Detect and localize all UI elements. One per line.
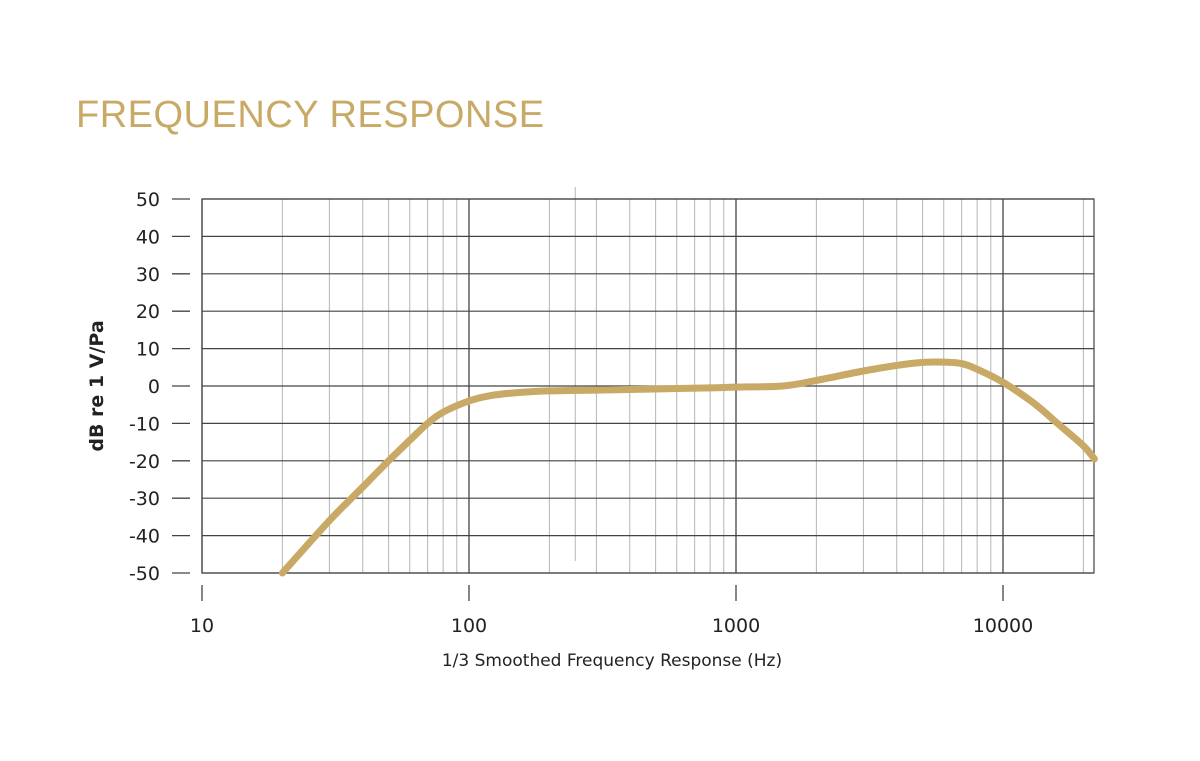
y-tick-label: -40 — [129, 526, 160, 548]
y-tick-label: 50 — [136, 189, 160, 211]
y-axis-label: dB re 1 V/Pa — [86, 320, 108, 451]
y-tick-label: 10 — [136, 339, 160, 361]
y-tick-label: 20 — [136, 301, 160, 323]
grid — [201, 187, 1094, 574]
page-title: FREQUENCY RESPONSE — [76, 94, 545, 136]
y-tick-label: -20 — [129, 451, 160, 473]
x-axis-label: 1/3 Smoothed Frequency Response (Hz) — [442, 651, 782, 671]
frequency-response-line — [278, 358, 1098, 577]
y-tick-label: -50 — [129, 563, 160, 585]
y-tick-label: 40 — [136, 226, 160, 248]
y-tick-label: 0 — [148, 376, 160, 398]
axes — [172, 198, 1095, 601]
plot-frame — [201, 198, 1095, 574]
x-tick-label: 10 — [190, 615, 214, 637]
x-tick-label: 1000 — [712, 615, 760, 637]
series — [278, 358, 1098, 577]
x-tick-label: 10000 — [973, 615, 1033, 637]
y-tick-label: -30 — [129, 488, 160, 510]
y-tick-label: 30 — [136, 264, 160, 286]
x-tick-label: 100 — [451, 615, 487, 637]
y-tick-label: -10 — [129, 413, 160, 435]
